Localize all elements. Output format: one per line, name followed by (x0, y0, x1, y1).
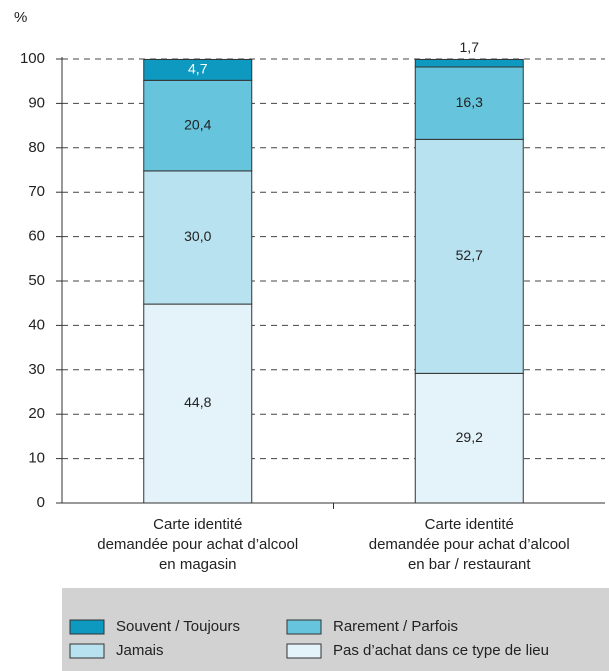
value-label: 20,4 (184, 116, 211, 132)
y-tick-label: 0 (37, 494, 45, 511)
legend-swatch (69, 643, 105, 659)
value-label: 52,7 (456, 247, 483, 263)
bar-segment (143, 79, 253, 172)
y-tick-label: 20 (28, 405, 45, 422)
y-tick-label: 30 (28, 361, 45, 378)
bar-segment (143, 58, 253, 81)
y-tick-label: 50 (28, 272, 45, 289)
bar-segment (414, 138, 524, 374)
y-tick-label: 80 (28, 139, 45, 156)
legend-label: Pas d’achat dans ce type de lieu (333, 642, 549, 659)
y-tick-label: 100 (20, 50, 45, 67)
bar-segment (414, 66, 524, 140)
bar-segment (414, 372, 524, 504)
value-label: 44,8 (184, 394, 211, 410)
y-tick-label: 60 (28, 228, 45, 245)
value-label: 4,7 (188, 61, 208, 77)
value-label: 1,7 (460, 39, 480, 55)
legend-swatch (69, 619, 105, 635)
y-tick-label: 10 (28, 450, 45, 467)
y-tick-label: 70 (28, 183, 45, 200)
value-label: 30,0 (184, 228, 211, 244)
value-label: 29,2 (456, 429, 483, 445)
legend-background (62, 588, 609, 671)
x-tick-label-line: demandée pour achat d’alcool (97, 536, 298, 553)
legend-swatch (286, 643, 322, 659)
y-tick-label: 90 (28, 94, 45, 111)
bar-segment (143, 170, 253, 305)
legend-label: Souvent / Toujours (116, 618, 240, 635)
x-tick-label: Carte identité demandée pour achat d’alco… (369, 516, 570, 573)
value-label: 16,3 (456, 94, 483, 110)
legend-label: Jamais (116, 642, 164, 659)
bar-segment (414, 58, 524, 68)
y-axis-label: % (14, 9, 27, 26)
x-tick-label-line: Carte identité (425, 516, 514, 533)
x-tick-label-line: Carte identité (153, 516, 242, 533)
x-tick-label-line: demandée pour achat d’alcool (369, 536, 570, 553)
bar-segment (143, 303, 253, 504)
x-tick-label-line: en magasin (159, 556, 237, 573)
x-tick-label: Carte identité demandée pour achat d’alco… (97, 516, 298, 573)
x-tick-label-line: en bar / restaurant (408, 556, 531, 573)
legend-swatch (286, 619, 322, 635)
legend-label: Rarement / Parfois (333, 618, 458, 635)
y-tick-label: 40 (28, 316, 45, 333)
